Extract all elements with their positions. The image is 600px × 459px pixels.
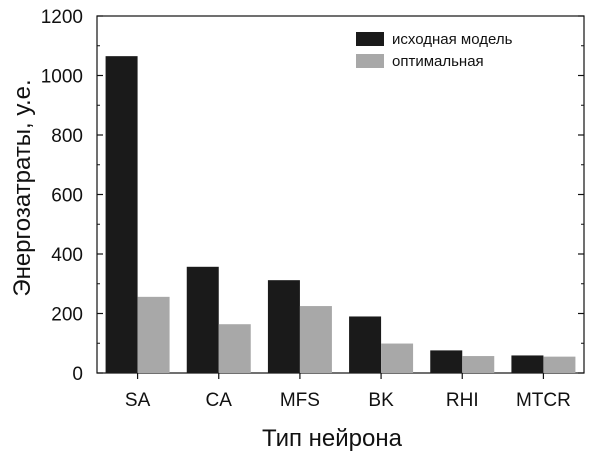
x-axis-ticks: SA CA MFS BK RHI MTCR — [125, 373, 571, 411]
y-axis-label: Энергозатраты, у.е. — [9, 79, 36, 296]
bar-sa-series-1 — [137, 296, 170, 373]
legend-swatch-1 — [356, 54, 384, 68]
x-axis-label: Тип нейрона — [262, 425, 403, 452]
y-tick-label: 1000 — [41, 67, 83, 88]
plot-border — [96, 15, 585, 374]
bars — [105, 56, 576, 373]
y-tick-label: 400 — [51, 245, 83, 266]
y-tick-label: 0 — [72, 364, 83, 385]
bar-bk-series-0 — [349, 316, 382, 373]
x-tick-label-sa: SA — [125, 390, 151, 411]
legend-swatch-0 — [356, 32, 384, 46]
x-tick-label-mtcr: MTCR — [516, 390, 571, 411]
x-tick-label-bk: BK — [368, 390, 394, 411]
y-axis-ticks: 0 200 400 600 800 1000 1200 — [41, 7, 584, 385]
bar-ca-series-0 — [186, 266, 219, 373]
y-tick-label: 1200 — [41, 7, 83, 28]
bar-rhi-series-1 — [462, 356, 495, 373]
x-tick-label-rhi: RHI — [446, 390, 479, 411]
bar-bk-series-1 — [381, 343, 414, 373]
bar-mtcr-series-1 — [543, 356, 576, 373]
legend-label-1: оптимальная — [392, 53, 484, 70]
legend-label-0: исходная модель — [392, 31, 513, 48]
y-tick-label: 600 — [51, 186, 83, 207]
plot-frame — [96, 15, 585, 374]
legend: исходная модель оптимальная — [356, 31, 513, 70]
y-tick-label: 800 — [51, 126, 83, 147]
bar-mfs-series-0 — [267, 280, 300, 373]
y-tick-label: 200 — [51, 305, 83, 326]
bar-mfs-series-1 — [299, 306, 332, 373]
bar-rhi-series-0 — [430, 350, 463, 373]
bar-sa-series-0 — [105, 56, 138, 373]
x-tick-label-mfs: MFS — [280, 390, 320, 411]
x-tick-label-ca: CA — [206, 390, 233, 411]
bar-ca-series-1 — [218, 324, 251, 373]
bar-mtcr-series-0 — [511, 355, 544, 373]
